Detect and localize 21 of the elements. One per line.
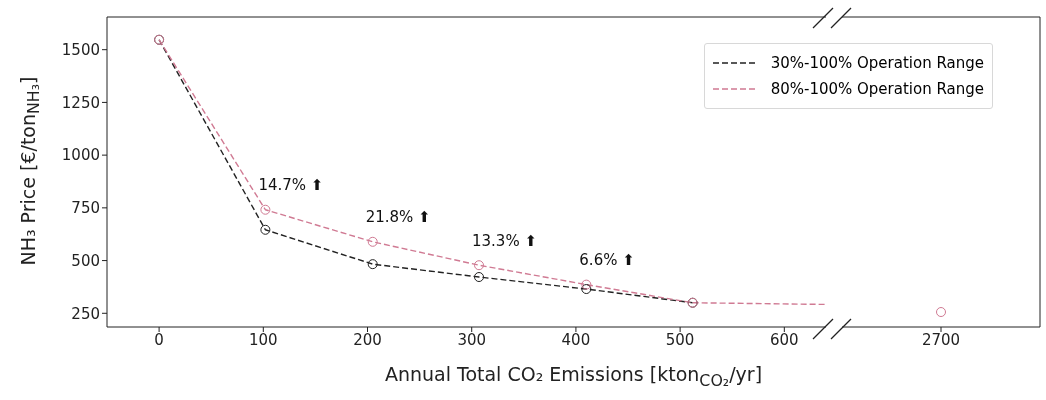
y-tick-label: 250 xyxy=(71,304,100,323)
y-tick-label: 750 xyxy=(71,199,100,218)
x-tick-label: 0 xyxy=(154,330,164,349)
legend-label: 30%-100% Operation Range xyxy=(770,53,984,74)
annotation: 14.7% ⬆ xyxy=(258,176,324,195)
y-tick-label: 1500 xyxy=(61,41,100,60)
annotation: 6.6% ⬆ xyxy=(579,251,635,270)
x-tick-label: 300 xyxy=(457,330,487,349)
x-tick-label: 100 xyxy=(248,330,278,349)
x-tick-label: 600 xyxy=(770,330,799,349)
x-tick-label: 2700 xyxy=(921,330,961,349)
y-tick-label: 1000 xyxy=(61,146,100,165)
y-tick-label: 500 xyxy=(71,251,100,270)
annotation: 21.8% ⬆ xyxy=(365,208,431,227)
annotation: 13.3% ⬆ xyxy=(472,231,537,250)
y-tick-label: 1250 xyxy=(61,93,100,112)
x-axis-title: Annual Total CO₂ Emissions [kton$_{CO₂}$/yr] xyxy=(383,363,764,390)
x-tick-label: 400 xyxy=(561,330,591,349)
x-tick-label: 500 xyxy=(665,330,695,349)
x-tick-label: 200 xyxy=(353,330,382,349)
legend-label: 80%-100% Operation Range xyxy=(770,79,984,100)
